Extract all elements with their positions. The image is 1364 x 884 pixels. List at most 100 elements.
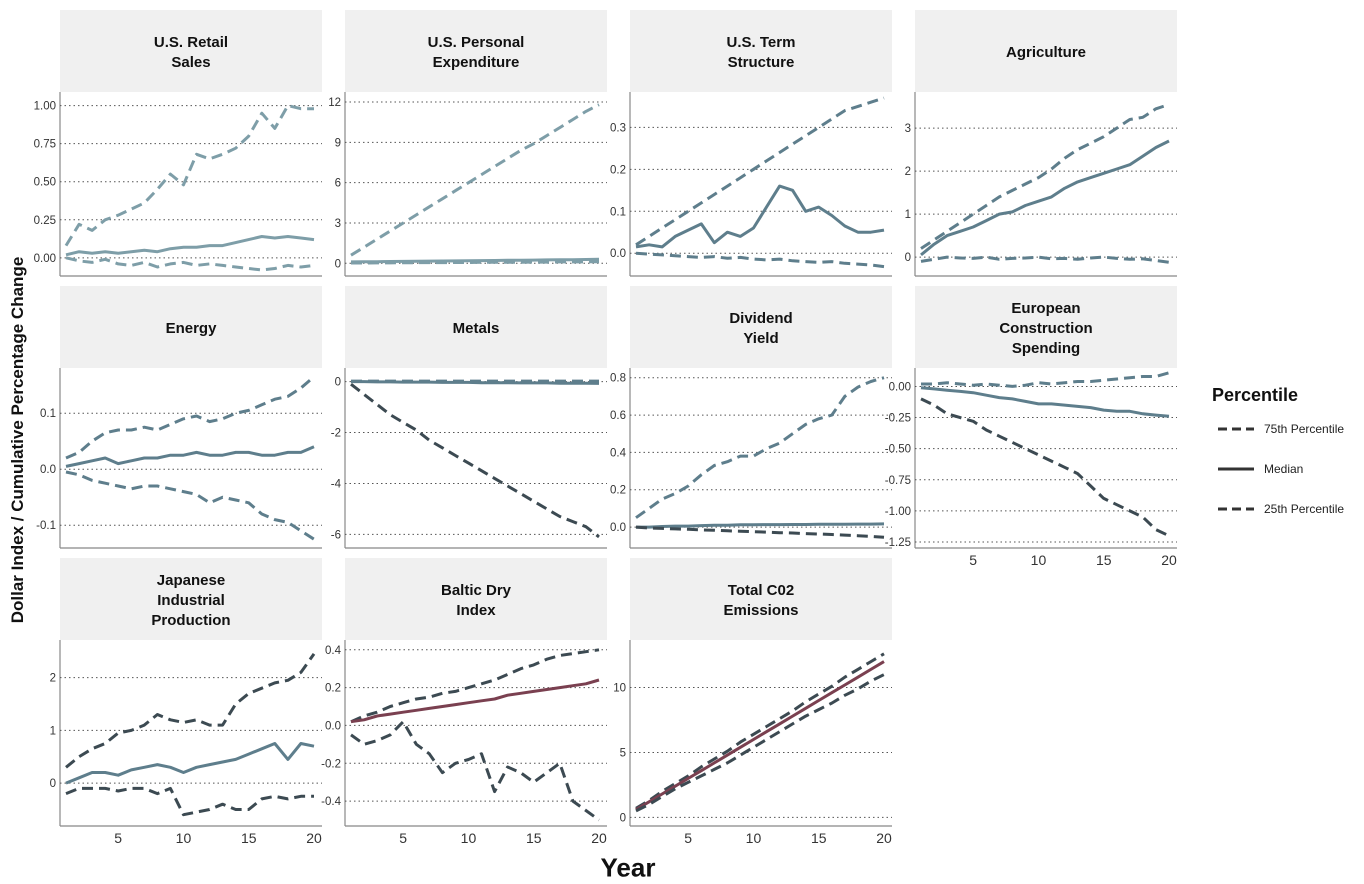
y-tick-label: -1.25 [885, 537, 911, 549]
series-line-median [350, 678, 600, 724]
facet-strip [60, 286, 322, 368]
y-tick-label: 2 [50, 673, 56, 685]
y-tick-label: 0 [335, 258, 341, 270]
series-line-median [920, 139, 1170, 257]
y-tick-label: 1.00 [34, 101, 56, 113]
y-tick-label: 0 [620, 812, 626, 824]
y-tick-label: 0.50 [34, 177, 56, 189]
x-tick-label: 20 [1161, 552, 1177, 568]
y-tick-label: 0.0 [610, 522, 626, 534]
legend-key-dashed-icon [1218, 507, 1254, 511]
y-tick-label: 10 [613, 683, 626, 695]
facet-panel: U.S. Retail Sales 0.00 0.25 0.50 0.75 1.00 [34, 10, 322, 277]
y-tick-label: 0.6 [610, 410, 626, 422]
facet-strip [60, 10, 322, 92]
facet-title: Expenditure [433, 54, 520, 71]
facet-strip [630, 558, 892, 640]
facet-panel: European Construction Spending -1.25 -1.00 -0… [885, 286, 1177, 568]
x-tick-label: 15 [526, 830, 542, 846]
y-tick-label: 2 [905, 166, 911, 178]
facet-title: Sales [171, 54, 210, 71]
series-line-dashed [65, 256, 315, 272]
series-line-dashed [350, 103, 600, 257]
facet-title: Structure [728, 54, 795, 71]
x-tick-label: 20 [876, 830, 892, 846]
y-tick-label: -0.50 [885, 444, 911, 456]
y-tick-label: 0.8 [610, 373, 626, 385]
x-tick-label: 10 [176, 830, 192, 846]
facet-title: Japanese [157, 572, 225, 589]
y-tick-label: -0.1 [36, 520, 56, 532]
legend-title: Percentile [1212, 385, 1299, 405]
facet-strip [60, 558, 322, 640]
legend: Percentile 75th Percentile Median 25th P… [1208, 385, 1358, 535]
series-line-dashed [65, 470, 315, 541]
y-tick-label: 5 [620, 747, 626, 759]
facet-title: Dividend [729, 310, 792, 327]
y-tick-label: 0.3 [610, 122, 626, 134]
y-tick-label: 0.75 [34, 139, 56, 151]
series-line-dashed [920, 397, 1170, 538]
x-tick-label: 5 [114, 830, 122, 846]
y-tick-label: 0.4 [325, 645, 342, 657]
y-tick-label: -1.00 [885, 506, 911, 518]
series-line-dashed [921, 371, 1170, 388]
facet-title: Index [456, 602, 496, 619]
x-tick-label: 5 [684, 830, 692, 846]
series-line-dashed [635, 652, 885, 810]
facet-title: Yield [743, 330, 778, 347]
facet-panel: Baltic Dry Index -0.4 -0.2 0.0 0.2 0.4 5 10 15 20 [321, 558, 607, 846]
facet-panel: Energy -0.1 0.0 0.1 [36, 286, 322, 549]
legend-label: 75th Percentile [1264, 422, 1345, 436]
legend-label: 25th Percentile [1264, 502, 1345, 516]
facet-title: Agriculture [1006, 44, 1086, 61]
x-tick-label: 10 [461, 830, 477, 846]
facet-strip [915, 10, 1177, 92]
y-tick-label: 3 [335, 218, 341, 230]
facet-strip [630, 286, 892, 368]
series-line-median [351, 380, 600, 385]
series-line-dashed [350, 383, 600, 539]
facet-title: Construction [999, 320, 1092, 337]
legend-item-75th: 75th Percentile [1216, 419, 1364, 441]
y-tick-label: 0.1 [40, 408, 56, 420]
facet-strip [630, 10, 892, 92]
series-line-dashed [65, 375, 315, 460]
facet-title: Production [151, 612, 230, 629]
legend-label: Median [1264, 462, 1304, 476]
x-tick-label: 10 [1031, 552, 1047, 568]
y-tick-label: 0.1 [610, 206, 626, 218]
y-tick-label: -0.2 [321, 758, 341, 770]
y-tick-label: -2 [331, 428, 341, 440]
y-tick-label: 0.4 [610, 447, 627, 459]
series-line-dashed [635, 251, 885, 269]
y-tick-label: 0.0 [325, 720, 341, 732]
series-line-dashed [635, 525, 885, 539]
facet-title: Metals [453, 320, 500, 337]
y-tick-label: 0.25 [34, 215, 56, 227]
facet-title: Total C02 [728, 582, 794, 599]
y-tick-label: 0.2 [610, 485, 626, 497]
y-tick-label: -6 [331, 529, 341, 541]
y-tick-label: -0.25 [885, 413, 911, 425]
x-tick-label: 15 [811, 830, 827, 846]
y-tick-label: 0.0 [40, 464, 56, 476]
series-line-median [65, 445, 315, 468]
facet-panel: Metals -6 -4 -2 0 [331, 286, 607, 549]
series-line-dashed [65, 786, 314, 817]
series-line-dashed [635, 376, 885, 519]
series-line-dashed [920, 255, 1170, 264]
y-tick-label: 0.00 [889, 381, 911, 393]
facet-panel: Japanese Industrial Production 0 1 2 5 10 15 20 [50, 558, 322, 846]
series-line-dashed [350, 648, 600, 724]
y-tick-label: -0.4 [321, 796, 341, 808]
x-tick-label: 15 [1096, 552, 1112, 568]
y-tick-label: -4 [331, 478, 342, 490]
y-axis-title: Dollar Index / Cumulative Percentage Cha… [8, 256, 27, 624]
facet-title: European [1011, 300, 1080, 317]
facet-panel: U.S. Personal Expenditure 0 3 6 9 12 [328, 10, 607, 277]
facet-panel: Agriculture 0 1 2 3 [905, 10, 1177, 277]
y-tick-label: 6 [335, 178, 341, 190]
facet-strip [345, 10, 607, 92]
